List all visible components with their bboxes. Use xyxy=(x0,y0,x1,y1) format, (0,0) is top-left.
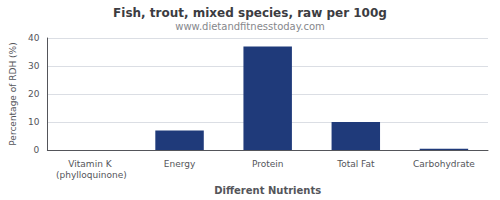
svg-text:Protein: Protein xyxy=(252,159,284,169)
svg-text:20: 20 xyxy=(28,89,40,99)
svg-text:0: 0 xyxy=(34,145,40,155)
svg-text:40: 40 xyxy=(28,33,40,43)
svg-text:Total Fat: Total Fat xyxy=(336,159,375,169)
svg-text:Different Nutrients: Different Nutrients xyxy=(214,185,321,196)
svg-text:Carbohydrate: Carbohydrate xyxy=(413,159,475,169)
svg-text:Fish, trout, mixed species, ra: Fish, trout, mixed species, raw per 100g xyxy=(113,6,387,20)
svg-text:Vitamin K: Vitamin K xyxy=(68,159,114,169)
svg-text:Energy: Energy xyxy=(164,159,196,169)
svg-text:10: 10 xyxy=(28,117,40,127)
svg-text:www.dietandfitnesstoday.com: www.dietandfitnesstoday.com xyxy=(175,21,324,32)
svg-text:30: 30 xyxy=(28,61,40,71)
svg-text:(phylloquinone): (phylloquinone) xyxy=(56,170,127,180)
svg-text:Percentage of RDH (%): Percentage of RDH (%) xyxy=(8,42,18,145)
